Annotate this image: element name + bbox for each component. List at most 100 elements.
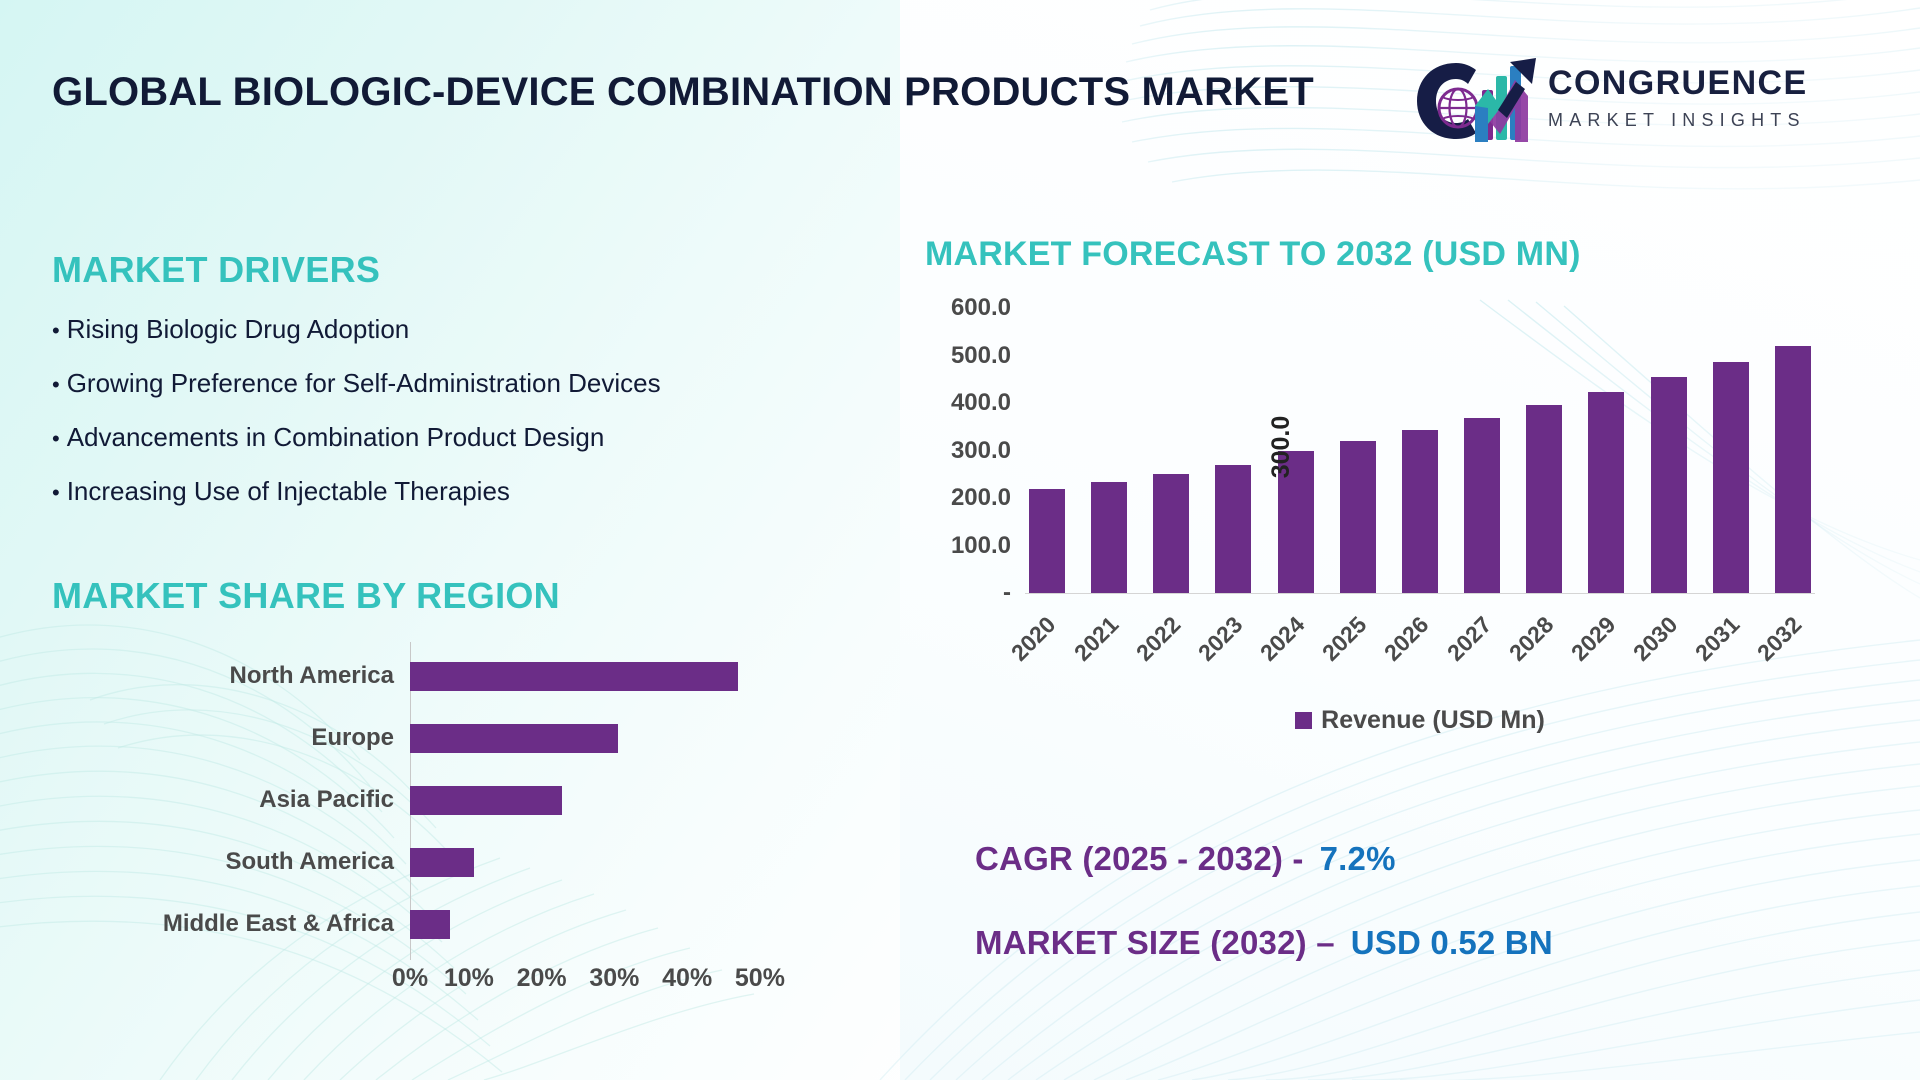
market-forecast-bar-chart: - 100.0 200.0 300.0 400.0 500.0 600.0 300.0 20…	[925, 294, 1875, 734]
forecast-bar	[1712, 361, 1749, 593]
forecast-chart-plot-area: 300.0	[1025, 308, 1815, 593]
region-bar-row: Middle East & Africa	[52, 904, 852, 944]
stat-label: MARKET SIZE (2032) –	[975, 924, 1335, 961]
forecast-chart-baseline	[1025, 593, 1815, 594]
region-bar-label: Europe	[311, 724, 394, 751]
forecast-bar-value-label: 300.0	[1266, 415, 1295, 478]
region-bar	[410, 785, 562, 815]
forecast-bar-wrapper	[1336, 441, 1380, 593]
forecast-bar-wrapper	[1647, 376, 1691, 593]
forecast-bar	[1774, 346, 1811, 593]
market-share-heading: MARKET SHARE BY REGION	[52, 575, 560, 616]
forecast-bar-wrapper	[1460, 418, 1504, 593]
forecast-x-tick: 2021	[1068, 604, 1131, 684]
region-bar	[410, 847, 474, 877]
driver-item-label: Growing Preference for Self-Administrati…	[66, 368, 661, 398]
driver-item: • Advancements in Combination Product Des…	[52, 424, 952, 450]
stat-value: USD 0.52 BN	[1350, 924, 1553, 961]
forecast-y-tick-label: 600.0	[950, 294, 1011, 321]
forecast-x-tick: 2029	[1566, 604, 1628, 684]
forecast-x-tick: 2030	[1628, 604, 1691, 684]
forecast-bar-wrapper	[1584, 391, 1628, 593]
forecast-chart-legend: Revenue (USD Mn)	[1025, 706, 1815, 735]
logo-tagline: MARKET INSIGHTS	[1548, 110, 1806, 130]
forecast-y-tick-label: 400.0	[950, 389, 1011, 416]
forecast-bar	[1091, 482, 1128, 593]
stat-value: 7.2%	[1319, 840, 1396, 877]
forecast-bar	[1464, 418, 1501, 593]
logo-company-name: CONGRUENCE	[1548, 64, 1808, 102]
region-x-tick-label: 50%	[734, 964, 785, 992]
driver-item-label: Advancements in Combination Product Desi…	[66, 422, 605, 452]
region-bar-row: Europe	[52, 718, 852, 758]
forecast-x-tick: 2020	[1006, 604, 1069, 684]
brand-logo[interactable]: CONGRUENCE MARKET INSIGHTS	[1412, 56, 1882, 146]
background-left-gradient	[0, 0, 980, 1080]
forecast-bar-wrapper	[1398, 430, 1442, 593]
forecast-bar	[1588, 391, 1625, 593]
forecast-chart-x-axis: 2020 2021 2022 2023 2024 2025 2026 2027 2028 2029…	[1006, 604, 1815, 684]
forecast-y-tick-label: 200.0	[950, 484, 1011, 511]
market-forecast-heading: MARKET FORECAST TO 2032 (USD MN)	[925, 235, 1581, 273]
forecast-x-tick: 2032	[1752, 604, 1815, 684]
legend-swatch-icon	[1295, 712, 1313, 729]
stat-line: CAGR (2025 - 2032) - 7.2%	[975, 840, 1875, 878]
market-share-by-region-section: MARKET SHARE BY REGION North America Euro…	[52, 575, 882, 993]
forecast-bar-wrapper	[1771, 346, 1815, 593]
forecast-x-tick: 2024	[1255, 604, 1318, 684]
market-drivers-heading: MARKET DRIVERS	[52, 249, 381, 290]
forecast-x-tick: 2022	[1131, 604, 1193, 684]
region-bar-label: Asia Pacific	[259, 786, 394, 813]
header: GLOBAL BIOLOGIC-DEVICE COMBINATION PRODU…	[0, 0, 1920, 210]
forecast-x-tick: 2031	[1690, 604, 1753, 684]
region-bar-row: Asia Pacific	[52, 780, 852, 820]
stat-line: MARKET SIZE (2032) – USD 0.52 BN	[975, 924, 1875, 962]
region-chart-x-ticks: 0% 10% 20% 30% 40% 50%	[392, 964, 810, 993]
stat-label: CAGR (2025 - 2032) -	[975, 840, 1304, 877]
driver-item: • Increasing Use of Injectable Therapies	[52, 478, 952, 504]
market-drivers-section: MARKET DRIVERS • Rising Biologic Drug Ado…	[52, 252, 952, 532]
forecast-x-tick: 2025	[1317, 604, 1380, 684]
forecast-y-tick-label: -	[1003, 579, 1011, 606]
forecast-y-tick-label: 300.0	[950, 436, 1011, 464]
bullet-icon: •	[52, 480, 60, 505]
region-x-tick-label: 0%	[391, 964, 429, 992]
driver-item: • Growing Preference for Self-Administrat…	[52, 370, 952, 396]
region-bar-label: Middle East & Africa	[162, 910, 394, 937]
forecast-bar	[1029, 489, 1065, 593]
forecast-chart-y-axis: - 100.0 200.0 300.0 400.0 500.0 600.0	[925, 294, 1021, 640]
forecast-bar	[1526, 405, 1563, 593]
region-x-tick-label: 40%	[662, 964, 713, 992]
logo-text: CONGRUENCE MARKET INSIGHTS	[1548, 66, 1808, 129]
region-bar	[410, 661, 738, 691]
forecast-x-tick-label: 2032	[1752, 611, 1807, 666]
forecast-bar-wrapper	[1025, 489, 1069, 593]
page-title: GLOBAL BIOLOGIC-DEVICE COMBINATION PRODU…	[52, 70, 1314, 114]
cmi-globe-bars-arrow-logo-icon	[1412, 56, 1538, 142]
forecast-bar-wrapper	[1087, 482, 1131, 593]
forecast-y-tick-label: 100.0	[950, 531, 1011, 559]
region-x-tick-label: 20%	[516, 964, 567, 992]
key-stats-section: CAGR (2025 - 2032) - 7.2% MARKET SIZE (203…	[975, 840, 1875, 1008]
driver-item-label: Increasing Use of Injectable Therapies	[66, 476, 510, 506]
forecast-bar	[1401, 430, 1438, 593]
region-share-bar-chart: North America Europe Asia Pacific South Ame…	[52, 642, 852, 992]
forecast-bar	[1650, 376, 1687, 593]
bullet-icon: •	[52, 318, 60, 343]
forecast-x-tick: 2023	[1193, 604, 1255, 684]
region-bar-label: South America	[225, 848, 394, 875]
forecast-bar-wrapper	[1211, 465, 1255, 593]
forecast-bar-wrapper: 300.0	[1267, 415, 1318, 593]
market-forecast-section: MARKET FORECAST TO 2032 (USD MN) - 100.0 2…	[925, 235, 1875, 734]
forecast-bar-wrapper	[1149, 474, 1193, 593]
driver-item: • Rising Biologic Drug Adoption	[52, 316, 952, 342]
region-bar-label: North America	[229, 662, 394, 689]
forecast-bar	[1277, 450, 1314, 593]
forecast-y-tick-label: 500.0	[950, 341, 1011, 369]
forecast-bar-wrapper	[1709, 361, 1753, 593]
region-bar-row: South America	[52, 842, 852, 882]
forecast-x-tick: 2026	[1379, 604, 1442, 684]
region-x-tick-label: 30%	[589, 964, 640, 992]
region-bar-row: North America	[52, 656, 852, 696]
forecast-x-tick: 2027	[1441, 604, 1504, 684]
